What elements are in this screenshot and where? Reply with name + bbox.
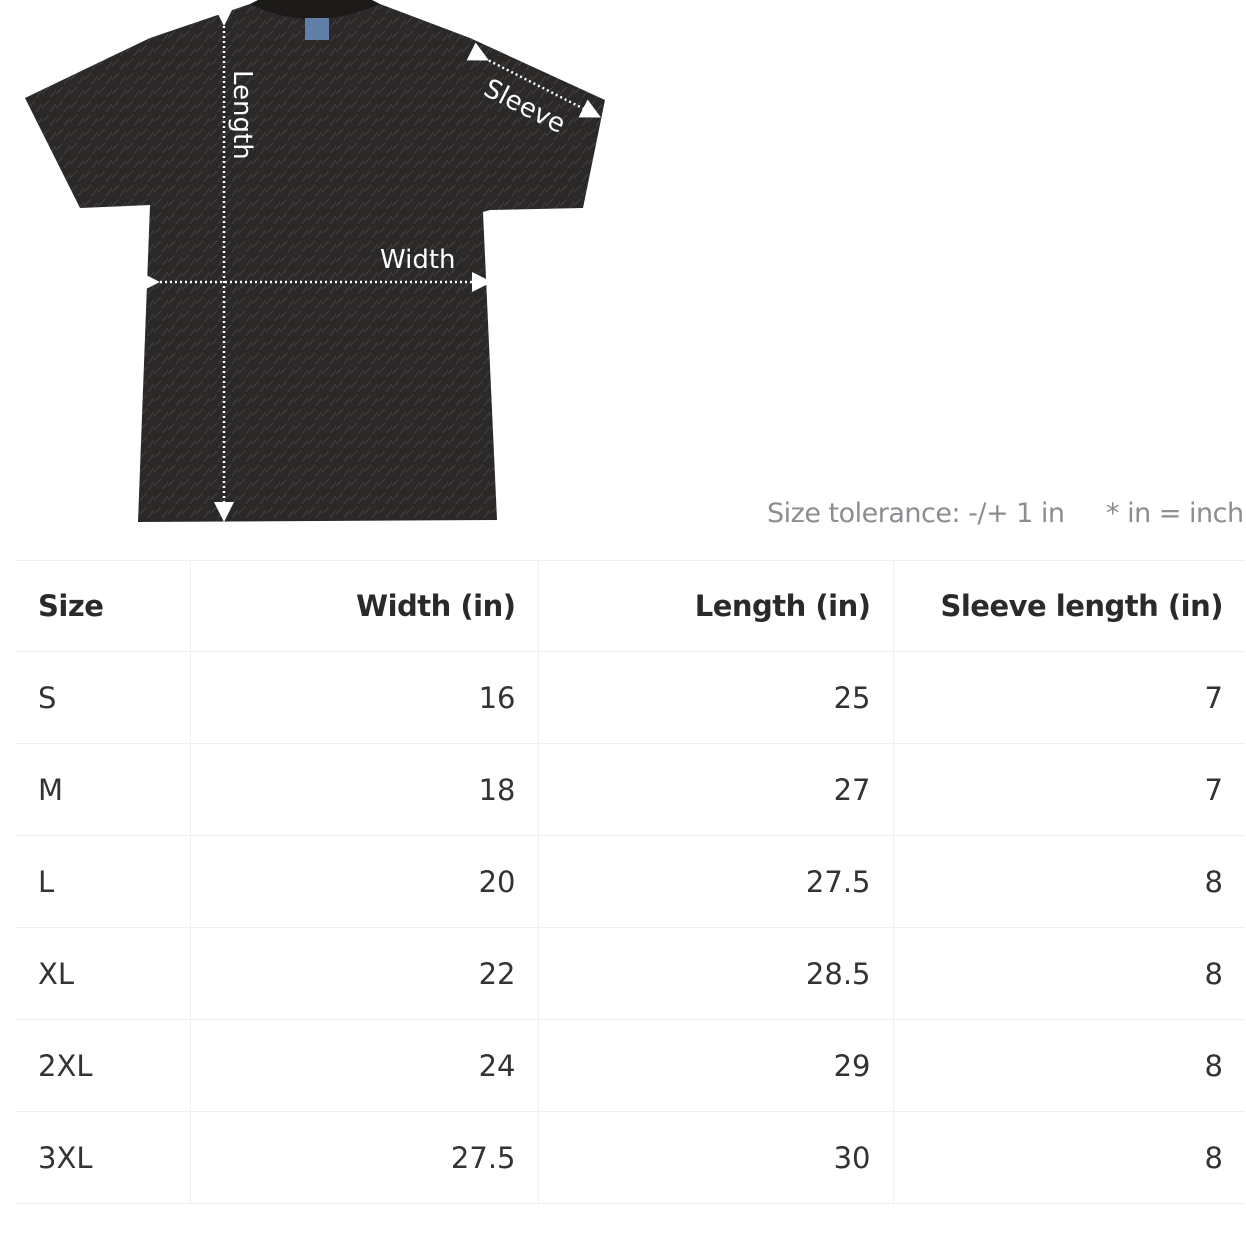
cell-length: 25 <box>537 651 894 744</box>
header-sleeve-length: Sleeve length (in) <box>892 560 1245 652</box>
size-chart-table: Size Width (in) Length (in) Sleeve lengt… <box>16 560 1245 1204</box>
cell-width: 20 <box>189 835 539 928</box>
cell-sleeve-length: 8 <box>892 1019 1245 1112</box>
cell-width: 22 <box>189 927 539 1020</box>
table-row: M 18 27 7 <box>16 743 1245 836</box>
header-width: Width (in) <box>189 560 539 652</box>
cell-length: 30 <box>537 1111 894 1204</box>
table-row: XL 22 28.5 8 <box>16 927 1245 1020</box>
cell-size: L <box>16 835 191 928</box>
cell-size: 2XL <box>16 1019 191 1112</box>
cell-width: 18 <box>189 743 539 836</box>
cell-size: M <box>16 743 191 836</box>
table-row: L 20 27.5 8 <box>16 835 1245 928</box>
width-label: Width <box>380 245 456 275</box>
cell-sleeve-length: 7 <box>892 743 1245 836</box>
cell-sleeve-length: 8 <box>892 835 1245 928</box>
cell-length: 28.5 <box>537 927 894 1020</box>
cell-length: 27.5 <box>537 835 894 928</box>
tshirt-shape <box>25 4 605 522</box>
table-header-row: Size Width (in) Length (in) Sleeve lengt… <box>16 560 1245 652</box>
cell-size: 3XL <box>16 1111 191 1204</box>
cell-length: 29 <box>537 1019 894 1112</box>
table-row: 2XL 24 29 8 <box>16 1019 1245 1112</box>
header-length: Length (in) <box>537 560 894 652</box>
tshirt-measurement-diagram: Length Width Sleeve <box>25 0 605 522</box>
cell-width: 16 <box>189 651 539 744</box>
table-row: 3XL 27.5 30 8 <box>16 1111 1245 1204</box>
cell-sleeve-length: 8 <box>892 1111 1245 1204</box>
size-tolerance-note: Size tolerance: -/+ 1 in <box>767 498 1065 529</box>
header-size: Size <box>16 560 191 652</box>
cell-width: 27.5 <box>189 1111 539 1204</box>
length-label: Length <box>227 70 257 160</box>
cell-length: 27 <box>537 743 894 836</box>
table-row: S 16 25 7 <box>16 651 1245 744</box>
cell-size: XL <box>16 927 191 1020</box>
unit-note: * in = inch <box>1106 498 1244 529</box>
cell-sleeve-length: 7 <box>892 651 1245 744</box>
label-tag <box>305 18 329 40</box>
cell-width: 24 <box>189 1019 539 1112</box>
cell-size: S <box>16 651 191 744</box>
cell-sleeve-length: 8 <box>892 927 1245 1020</box>
